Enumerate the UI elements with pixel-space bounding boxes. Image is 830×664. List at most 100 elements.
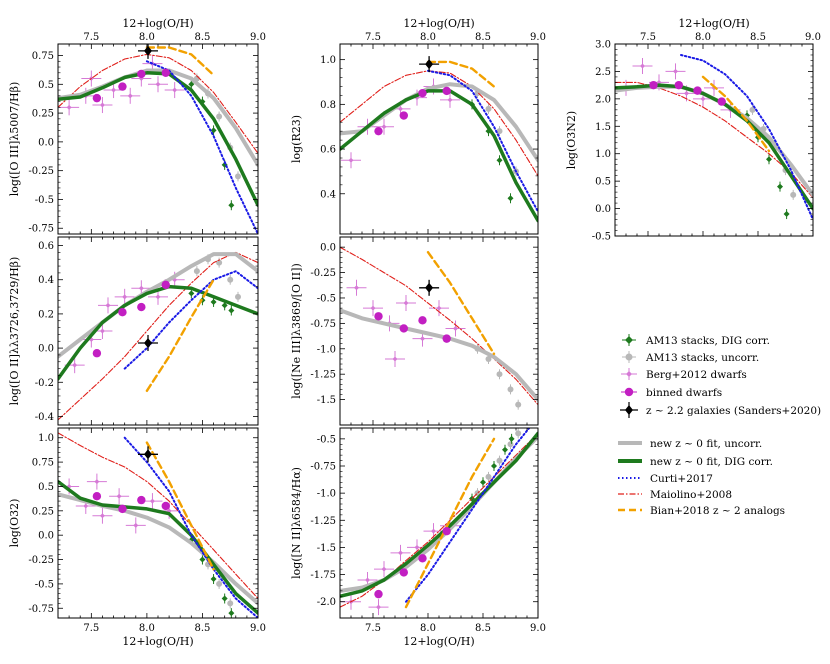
stack-dig-point [199,554,206,565]
y-tick-label: -1.75 [310,570,336,581]
y-axis-title: log([O III]λ5007/Hβ) [8,82,21,197]
fit-uncorr-curve [340,308,538,402]
y-tick-label: 1.5 [595,122,611,133]
axes-frame [339,43,539,235]
stack-dig-point [228,200,235,211]
y-tick-label: -1.5 [317,395,336,406]
binned-dwarf-point [137,302,146,312]
stack-dig-point [228,608,235,618]
highz-galaxy-point [419,279,440,296]
x-tick-label: 8.0 [139,623,155,634]
y-tick-label: 0.5 [38,80,54,91]
x-tick-label-top: 7.5 [365,32,381,43]
panel-o2: -0.4 -0.2 0.0 0.2 0.4 0.6 log([O II]λλ3726,372… [8,236,259,426]
y-tick-label: 0.0 [38,531,54,542]
y-tick-label: -0.75 [28,604,54,615]
berg-dwarf-point [75,497,96,514]
stack-uncorr-point [496,369,503,380]
stack-uncorr-point [193,266,200,277]
legend-marker-stacks-uncorr [622,351,636,363]
binned-dwarf-point [693,86,702,95]
y-tick-label: 0.6 [320,145,336,156]
binned-dwarf-point [649,80,658,90]
curti2017-curve [680,54,813,221]
binned-dwarf-point [161,280,170,290]
y-tick-label: 0.75 [32,51,54,62]
y-tick-label: -0.25 [28,166,54,177]
y-tick-label: 1.0 [38,433,54,444]
bian2018-curve [145,441,215,571]
stack-dig-point [228,305,235,316]
axis-ticks [339,428,539,618]
plot-area [340,56,538,223]
berg-dwarf-point [346,279,367,296]
x-tick-label: 9.0 [530,623,546,634]
legend-label-maiolino: Maiolino+2008 [650,489,732,501]
berg-dwarf-point [125,517,146,534]
curti2017-curve [427,69,538,213]
y-tick-label: -1.25 [310,516,336,527]
y-tick-label: -0.75 [310,319,336,330]
y-tick-label: 0.8 [320,100,336,111]
y-tick-label: 0.4 [38,275,54,286]
stack-dig-point [221,593,228,604]
x-tick-label-top: 8.0 [695,32,711,43]
axes-frame [57,236,259,426]
y-tick-label: 0.0 [38,344,54,355]
berg-dwarf-point [148,76,168,93]
binned-dwarf-point [399,111,408,120]
berg-dwarf-point [665,63,686,80]
stack-uncorr-point [216,578,223,589]
stack-dig-point [783,209,790,220]
highz-galaxy-point [138,44,158,59]
y-tick-label: -0.2 [35,378,54,389]
berg-dwarf-point [92,507,113,524]
plot-area [58,432,258,618]
bian2018-curve [145,46,215,77]
x-tick-label: 9.0 [250,623,266,634]
berg-dwarf-point [396,295,416,312]
fit-uncorr-curve [58,252,258,359]
binned-dwarf-point [374,126,383,136]
axis-ticks [339,44,539,234]
berg-dwarf-point [98,297,118,314]
stack-uncorr-point [507,384,514,395]
x-tick-label-top: 8.0 [139,32,155,43]
berg-dwarf-point [374,561,394,578]
y-tick-label: -0.5 [317,293,336,304]
stack-uncorr-point [485,103,492,114]
y-axis-title: log(O3N2) [565,111,578,169]
y-tick-label: 1.0 [320,55,336,66]
y-tick-label: -0.25 [310,268,336,279]
fit-dig-curve [340,89,538,223]
y-tick-label: 0.6 [38,241,54,252]
legend-label-curti: Curti+2017 [650,473,713,485]
y-tick-label: 0.25 [32,506,54,517]
plot-area [58,251,258,421]
fit-uncorr-curve [340,434,538,593]
axes-frame [339,236,539,426]
x-tick-label-top: 9.0 [530,32,546,43]
y-tick-label: 0.0 [595,204,611,215]
stack-dig-point [210,574,217,585]
stack-dig-point [766,154,772,165]
fit-uncorr-curve [615,84,813,197]
y-tick-label: -1.0 [317,489,336,500]
binned-dwarf-point [674,80,683,90]
stack-uncorr-point [485,471,492,482]
maiolino2008-curve [340,70,538,177]
panel-o32: -0.75 -0.5 -0.25 0.0 0.25 0.5 0.75 1.0 7.5 8.0 8.5… [8,427,266,648]
stack-uncorr-point [515,428,522,439]
legend-label-berg: Berg+2012 dwarfs [646,369,747,381]
binned-dwarf-point [374,312,383,321]
x-axis-title: 12+log(O/H) [122,635,193,648]
binned-dwarf-point [118,504,127,514]
maiolino2008-curve [58,53,258,154]
legend-label-binned: binned dwarfs [646,387,722,399]
legend-label-highz: z ~ 2.2 galaxies (Sanders+2020) [646,405,821,417]
highz-galaxy-point [419,56,440,73]
curti2017-curve [123,436,258,618]
x-axis-title-top: 12+log(O/H) [678,17,749,30]
binned-dwarf-point [137,69,146,79]
